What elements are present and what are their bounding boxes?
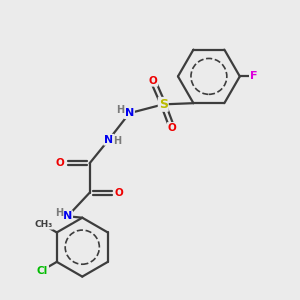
Text: F: F <box>250 71 257 81</box>
Text: N: N <box>125 108 134 118</box>
Text: N: N <box>104 135 113 145</box>
Text: Cl: Cl <box>37 266 48 276</box>
Text: O: O <box>168 123 176 133</box>
Text: N: N <box>63 211 72 221</box>
Text: O: O <box>115 188 124 198</box>
Text: O: O <box>56 158 64 168</box>
Text: H: H <box>116 105 124 115</box>
Text: H: H <box>55 208 63 218</box>
Text: S: S <box>159 98 168 111</box>
Text: O: O <box>148 76 157 86</box>
Text: CH₃: CH₃ <box>35 220 53 229</box>
Text: H: H <box>113 136 121 146</box>
